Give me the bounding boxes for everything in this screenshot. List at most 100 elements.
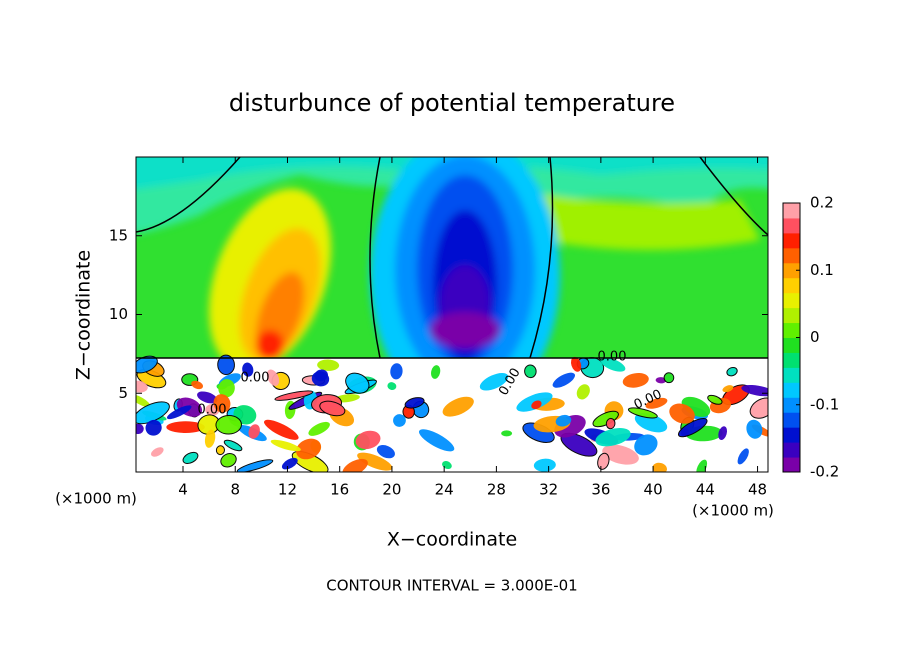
field-blob	[669, 403, 695, 424]
field-blob	[319, 400, 346, 417]
field-blob	[605, 417, 616, 430]
field-blob	[726, 366, 738, 377]
field-blob	[404, 397, 425, 409]
x-tick-label: 48	[748, 481, 767, 499]
x-tick-label: 24	[435, 481, 454, 499]
field-blob	[479, 373, 509, 391]
field-blob	[204, 429, 216, 448]
contour-label: 0.00	[198, 403, 227, 418]
footer: CONTOUR INTERVAL = 3.000E-01	[326, 577, 577, 595]
field-blob	[677, 418, 708, 438]
colorbar-tick-label: 0.1	[810, 261, 834, 279]
y-axis-label: Z−coordinate	[73, 250, 95, 380]
x-tick-label: 16	[330, 481, 349, 499]
field-blob	[317, 359, 340, 371]
field-blob	[248, 424, 260, 439]
field-blob	[602, 444, 639, 465]
field-blob	[281, 457, 298, 470]
colorbar-step	[783, 292, 800, 309]
field-blob	[296, 438, 322, 460]
colorbar-step	[783, 262, 800, 279]
x-tick-label: 8	[230, 481, 240, 499]
x-tick-label: 44	[696, 481, 715, 499]
colorbar-step	[783, 307, 800, 324]
colorbar-step	[783, 457, 800, 473]
field-blob	[345, 372, 370, 394]
field-blob	[357, 452, 393, 471]
field-blob	[552, 372, 576, 388]
field-blob	[136, 394, 151, 408]
colorbar-step	[783, 277, 800, 294]
colorbar-tick-label: -0.2	[810, 463, 839, 481]
field-blob	[663, 372, 675, 384]
field-blob	[145, 419, 162, 436]
colorbar-step	[783, 232, 800, 249]
field-blob	[220, 453, 237, 468]
field-blob	[376, 445, 395, 459]
field-blob	[442, 396, 474, 417]
colorbar-tick-label: -0.1	[810, 395, 839, 413]
colorbar-tick-label: 0	[810, 328, 820, 346]
field-blob	[270, 439, 301, 452]
colorbar-step	[783, 412, 800, 428]
field-blob	[531, 400, 542, 410]
chart-title: disturbunce of potential temperature	[229, 89, 675, 117]
colorbar-step	[783, 382, 800, 398]
x-axis-label: X−coordinate	[387, 529, 517, 551]
field-blob	[223, 439, 243, 452]
field-blob	[387, 382, 397, 391]
colorbar-step	[783, 397, 800, 413]
field-blob	[215, 415, 242, 435]
field-blob	[393, 414, 406, 427]
x-tick-label: 40	[644, 481, 663, 499]
field-blob	[136, 423, 144, 435]
field-blob	[242, 362, 254, 377]
x-tick-label: 36	[591, 481, 610, 499]
y-tick-label: 15	[109, 226, 128, 244]
field-blob	[182, 451, 199, 464]
field-blob	[696, 459, 708, 472]
field-blob	[600, 357, 626, 372]
field-blob	[634, 434, 658, 456]
colorbar-step	[783, 247, 800, 264]
field-blob	[555, 414, 572, 427]
colorbar-step	[783, 367, 800, 383]
field-blob	[571, 356, 582, 372]
field-blob	[645, 397, 668, 409]
field-blob	[627, 407, 658, 419]
field-blob	[595, 428, 631, 447]
colorbar-step	[783, 352, 800, 368]
field-blob	[746, 419, 763, 439]
field-blob	[355, 430, 381, 450]
field-blob	[263, 419, 299, 440]
field-blob	[737, 448, 749, 465]
field-blob	[431, 365, 441, 379]
field-blob	[217, 354, 235, 376]
field-blob	[622, 373, 649, 388]
field-blob	[266, 369, 280, 386]
field-blob	[166, 421, 205, 433]
x-unit: (×1000 m)	[55, 490, 137, 508]
field-blob	[390, 363, 403, 380]
field-blob	[749, 397, 768, 419]
field-blob	[652, 462, 668, 472]
field-blob	[213, 394, 231, 413]
field-blob	[308, 421, 330, 436]
field-blob	[655, 377, 667, 384]
contour-label: 0.00	[241, 371, 270, 386]
field-blob	[524, 364, 537, 379]
field-blob	[419, 429, 455, 452]
field-blob	[722, 385, 734, 393]
field-blob	[236, 459, 274, 472]
colorbar-step	[783, 442, 800, 458]
y-tick-label: 10	[109, 305, 128, 323]
field-blob	[218, 379, 235, 398]
colorbar-step	[783, 337, 800, 353]
field-blob	[576, 384, 590, 400]
field-blob	[501, 430, 513, 437]
field-blob	[707, 394, 723, 405]
colorbar-step	[783, 322, 800, 338]
x-tick-label: 12	[278, 481, 297, 499]
field-blob	[311, 371, 330, 387]
